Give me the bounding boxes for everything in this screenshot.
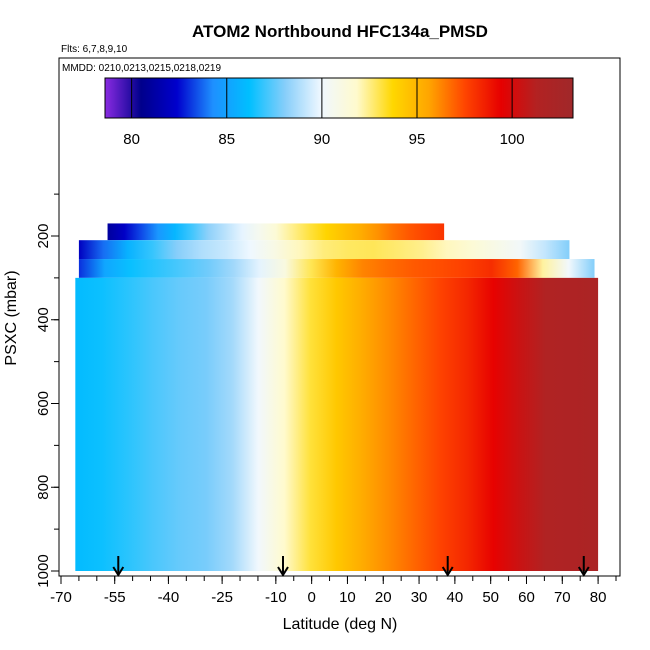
x-tick-label: 60 — [518, 589, 535, 606]
y-tick-label: 800 — [35, 475, 52, 500]
colorbar-gradient — [104, 77, 574, 119]
colorbar-tick-label: 85 — [218, 131, 235, 148]
x-tick-label: 30 — [411, 589, 428, 606]
chart-title: ATOM2 Northbound HFC134a_PMSD — [192, 22, 488, 41]
x-tick-label: 40 — [447, 589, 464, 606]
x-tick-label: -10 — [265, 589, 287, 606]
x-tick-label: 80 — [590, 589, 607, 606]
heatmap-layer — [78, 240, 570, 260]
colorbar-tick-label: 100 — [500, 131, 525, 148]
flights-label: Flts: 6,7,8,9,10 — [61, 44, 128, 55]
x-axis: -70 -55 -40 -25 -10 0 10 20 30 40 50 60 70 80 — [50, 576, 617, 606]
x-tick-label: -40 — [158, 589, 180, 606]
x-tick-label: 50 — [482, 589, 499, 606]
flight-arrow — [277, 556, 289, 577]
y-tick-label: 1000 — [35, 554, 52, 587]
heatmap-cell — [75, 277, 599, 571]
flight-arrow — [112, 556, 125, 577]
heatmap-cell — [78, 259, 595, 278]
heatmap-layer — [107, 223, 445, 241]
heatmap-cell — [78, 240, 570, 260]
x-tick-label: 10 — [339, 589, 356, 606]
colorbar-tick-label: 90 — [314, 131, 331, 148]
x-axis-label: Latitude (deg N) — [283, 616, 398, 633]
colorbar-tick-label: 95 — [409, 131, 426, 148]
heatmap-cell — [107, 223, 445, 241]
heatmap-layer — [75, 277, 599, 571]
x-tick-label: 20 — [375, 589, 392, 606]
flight-arrow — [441, 556, 454, 577]
y-tick-label: 200 — [35, 223, 52, 248]
y-tick-label: 600 — [35, 391, 52, 416]
y-tick-label: 400 — [35, 307, 52, 332]
heatmap — [75, 223, 599, 571]
x-tick-label: 70 — [554, 589, 571, 606]
flight-arrow — [577, 556, 590, 577]
flight-arrows — [112, 556, 590, 577]
heatmap-layer — [78, 259, 595, 278]
colorbar-tick-label: 80 — [123, 131, 140, 148]
y-axis: 200 400 600 800 1000 — [35, 193, 59, 588]
y-axis-label: PSXC (mbar) — [3, 270, 20, 365]
colorbar: 80 85 90 95 100 — [104, 77, 574, 148]
dates-label: MMDD: 0210,0213,0215,0218,0219 — [62, 63, 221, 74]
plot-frame — [58, 57, 621, 577]
x-tick-label: -70 — [50, 589, 72, 606]
x-tick-label: 0 — [307, 589, 315, 606]
x-tick-label: -55 — [104, 589, 126, 606]
x-tick-label: -25 — [211, 589, 233, 606]
